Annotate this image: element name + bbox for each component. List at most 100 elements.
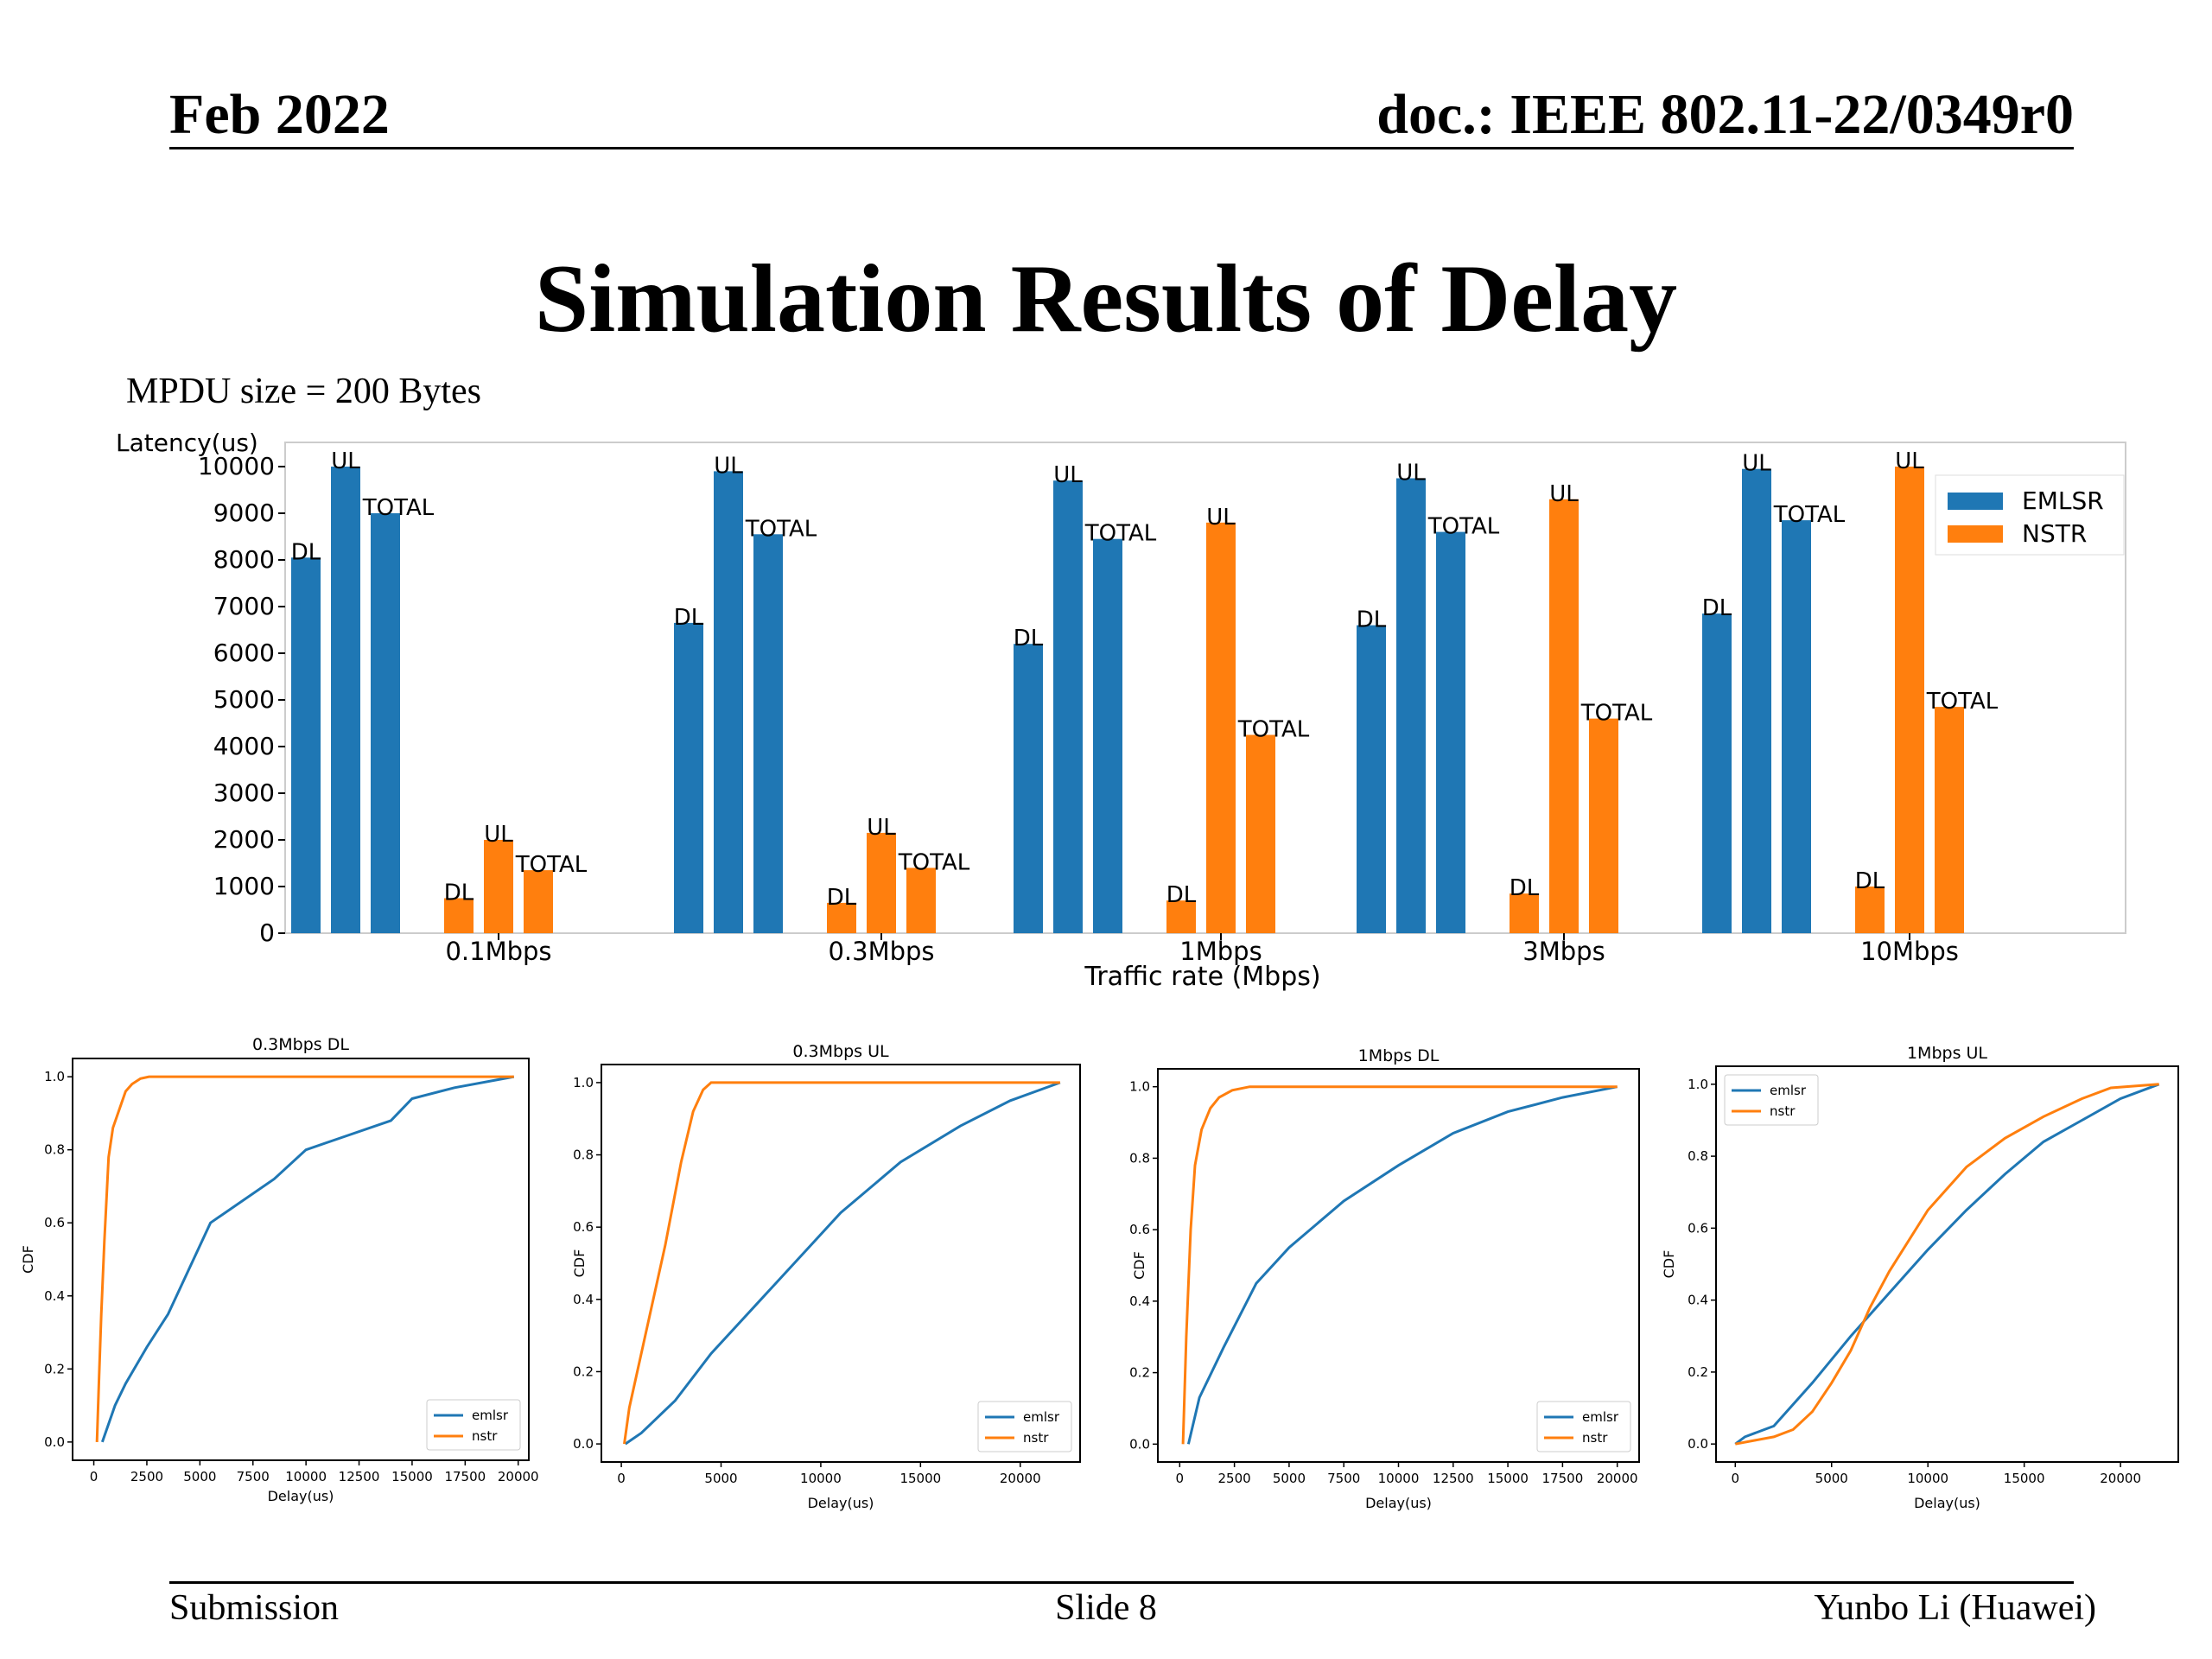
- plot-frame: [284, 442, 2126, 934]
- legend-swatch: [1948, 493, 2003, 510]
- y-tick-label: 0.8: [1688, 1148, 1708, 1164]
- x-tick-label: 10000: [1378, 1471, 1420, 1486]
- bar-emlsr: [1093, 538, 1122, 933]
- x-tick-label: 7500: [1327, 1471, 1360, 1486]
- cdf-title: 0.3Mbps UL: [792, 1042, 889, 1061]
- bar-label: DL: [1855, 868, 1885, 894]
- bar-label: UL: [1396, 461, 1426, 486]
- bar-emlsr: [1782, 520, 1811, 933]
- x-tick-label: 0: [617, 1471, 626, 1486]
- bar-label: DL: [291, 539, 321, 565]
- cdf-title: 1Mbps UL: [1907, 1044, 1987, 1063]
- series-line-nstr: [1735, 1083, 2159, 1446]
- y-axis-label: CDF: [571, 1249, 588, 1278]
- x-tick-label: 15000: [391, 1469, 433, 1484]
- y-tick-label: 0.0: [1688, 1436, 1708, 1452]
- legend-label: emlsr: [1023, 1409, 1060, 1425]
- bar-emlsr: [291, 557, 321, 933]
- slide-title: Simulation Results of Delay: [534, 245, 1678, 353]
- x-axis-label: Delay(us): [1365, 1495, 1432, 1511]
- bar-label: DL: [827, 885, 857, 911]
- y-tick-label: 0.0: [573, 1436, 594, 1452]
- bar-label: UL: [1742, 451, 1771, 477]
- x-tick-label: 17500: [1542, 1471, 1584, 1486]
- x-tick-label: 7500: [237, 1469, 270, 1484]
- bar-label: DL: [1014, 626, 1044, 652]
- header-doc-id: doc.: IEEE 802.11-22/0349r0: [1376, 83, 2074, 146]
- x-axis-label: Delay(us): [808, 1495, 874, 1511]
- legend-label: emlsr: [1770, 1083, 1807, 1098]
- series-line-emlsr: [624, 1081, 1061, 1446]
- cdf-chart: 1Mbps UL 0 5000 10000 15000 20000 0.0 0.2 0.4 0.6…: [1661, 1044, 2179, 1511]
- bar-label: DL: [444, 880, 474, 906]
- y-tick-label: 0.2: [44, 1361, 65, 1376]
- bar-label: TOTAL: [1773, 502, 1846, 528]
- legend-label: emlsr: [472, 1408, 509, 1423]
- bar-nstr: [1895, 467, 1924, 933]
- bar-nstr: [1166, 900, 1196, 933]
- series-line-nstr: [623, 1081, 1060, 1445]
- y-tick-label: 0.6: [44, 1215, 65, 1230]
- x-tick-label: 17500: [444, 1469, 486, 1484]
- y-tick-label: 8000: [213, 545, 275, 574]
- header-rule: [169, 147, 2074, 149]
- plot-frame: [1715, 1065, 2179, 1463]
- bar-label: DL: [1510, 875, 1540, 901]
- bar-nstr: [906, 868, 936, 933]
- y-tick-label: 2000: [213, 825, 275, 854]
- x-tick-label: 15000: [2004, 1471, 2045, 1486]
- y-tick-label: 1000: [213, 872, 275, 900]
- bar-nstr: [1589, 718, 1618, 933]
- bar-emlsr: [674, 622, 703, 933]
- y-tick-label: 0.2: [1129, 1365, 1150, 1381]
- bar-emlsr: [1436, 531, 1465, 933]
- y-axis-label: CDF: [1661, 1250, 1677, 1279]
- legend-label: nstr: [1582, 1430, 1608, 1446]
- x-tick-label: 20000: [1000, 1471, 1041, 1486]
- y-tick-label: 0.6: [573, 1219, 594, 1235]
- x-axis-label: Delay(us): [268, 1488, 334, 1504]
- bar-emlsr: [1702, 613, 1732, 933]
- y-tick-label: 0.0: [44, 1434, 65, 1450]
- x-tick-label: 1Mbps: [1179, 937, 1262, 966]
- x-tick-label: 5000: [183, 1469, 216, 1484]
- bar-label: TOTAL: [1926, 689, 1999, 715]
- legend-swatch: [1948, 525, 2003, 543]
- cdf-legend: emlsr nstr: [1536, 1401, 1631, 1452]
- y-tick-label: 1.0: [573, 1075, 594, 1090]
- cdf-chart: 0.3Mbps UL 0 5000 10000 15000 20000 0.0 0.2 0.4 0…: [571, 1042, 1081, 1511]
- y-tick-label: 0.0: [1129, 1436, 1150, 1452]
- y-tick-label: 3000: [213, 779, 275, 807]
- bar-label: TOTAL: [1237, 717, 1310, 743]
- plot-frame: [72, 1058, 530, 1461]
- bar-nstr: [867, 832, 896, 933]
- header-date: Feb 2022: [169, 83, 390, 146]
- bar-label: TOTAL: [898, 849, 970, 875]
- y-tick-label: 0.8: [1129, 1150, 1150, 1166]
- bar-nstr: [1935, 707, 1964, 933]
- mpdu-size-note: MPDU size = 200 Bytes: [126, 372, 482, 411]
- y-tick-label: 9000: [213, 499, 275, 527]
- bar-label: UL: [1206, 505, 1236, 531]
- bar-label: TOTAL: [1084, 521, 1157, 547]
- x-tick-label: 2500: [1218, 1471, 1251, 1486]
- x-tick-label: 15000: [899, 1471, 941, 1486]
- x-axis-label: Delay(us): [1914, 1495, 1980, 1511]
- x-tick-label: 3Mbps: [1522, 937, 1605, 966]
- x-tick-label: 10000: [285, 1469, 327, 1484]
- legend: EMLSR NSTR: [1935, 474, 2125, 556]
- footer-author: Yunbo Li (Huawei): [1814, 1588, 2096, 1628]
- bar-nstr: [1855, 887, 1885, 933]
- x-tick-label: 0: [1176, 1471, 1185, 1486]
- y-tick-label: 6000: [213, 639, 275, 667]
- y-tick-label: 0.6: [1688, 1220, 1708, 1236]
- bar-emlsr: [1742, 468, 1771, 933]
- bar-nstr: [524, 870, 553, 933]
- x-tick-label: 12500: [339, 1469, 380, 1484]
- bar-emlsr: [753, 534, 783, 933]
- y-tick-label: 0: [259, 918, 275, 947]
- bar-nstr: [484, 840, 513, 933]
- y-tick-label: 0.8: [573, 1147, 594, 1163]
- bar-emlsr: [331, 467, 360, 933]
